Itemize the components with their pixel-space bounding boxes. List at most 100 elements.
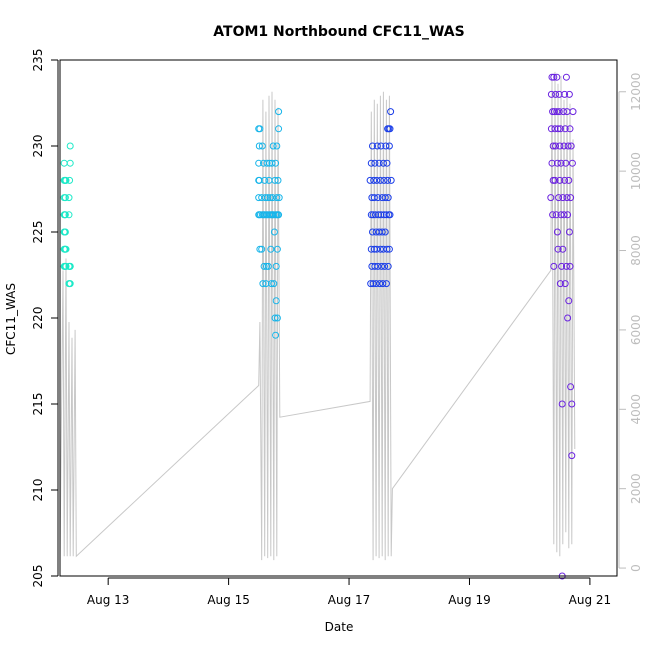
right-axis: 0 2000 4000 6000 8000 10000 12000: [618, 73, 643, 572]
data-point-series-4: [560, 142, 568, 150]
data-point-series-4: [567, 383, 575, 391]
data-point-series-4: [555, 90, 563, 98]
data-point-series-4: [564, 314, 572, 322]
data-point-series-4: [561, 90, 569, 98]
x-tick-label: Aug 21: [569, 593, 612, 607]
data-point-series-4: [563, 194, 571, 202]
data-point-series-2: [259, 280, 267, 288]
data-point-series-1: [60, 159, 68, 167]
y-tick-label: 210: [31, 479, 45, 502]
data-point-series-3: [386, 125, 394, 133]
data-point-series-3: [381, 262, 389, 270]
data-point-series-3: [380, 176, 388, 184]
x-tick-label: Aug 13: [87, 593, 130, 607]
data-point-series-2: [264, 194, 272, 202]
y-tick-label: 220: [31, 307, 45, 330]
data-point-series-3: [383, 245, 391, 253]
right-axis-tick-label: 10000: [629, 152, 643, 190]
data-point-series-3: [379, 159, 387, 167]
y-tick-label: 235: [31, 49, 45, 72]
x-axis: Aug 13 Aug 15 Aug 17 Aug 19 Aug 21: [87, 577, 612, 607]
data-point-series-3: [370, 194, 378, 202]
data-point-series-4: [556, 125, 564, 133]
data-point-series-3: [371, 262, 379, 270]
data-point-series-3: [366, 176, 374, 184]
data-point-series-4: [554, 245, 562, 253]
chart-title: ATOM1 Northbound CFC11_WAS: [213, 24, 464, 40]
data-point-series-4: [559, 108, 567, 116]
data-point-series-4: [556, 142, 564, 150]
data-point-series-4: [553, 108, 561, 116]
data-point-series-2: [255, 159, 263, 167]
data-point-series-4: [558, 262, 566, 270]
data-point-series-3: [384, 176, 392, 184]
data-point-series-3: [383, 159, 391, 167]
data-point-series-1: [61, 228, 69, 236]
data-point-series-2: [263, 159, 271, 167]
data-point-series-4: [549, 142, 557, 150]
data-point-series-2: [271, 314, 279, 322]
right-axis-tick-label: 4000: [629, 394, 643, 425]
data-point-series-4: [549, 211, 557, 219]
data-point-series-2: [258, 245, 266, 253]
data-point-series-4: [561, 125, 569, 133]
data-point-series-4: [557, 211, 565, 219]
y-tick-label: 215: [31, 393, 45, 416]
data-point-series-3: [370, 176, 378, 184]
data-point-series-3: [373, 245, 381, 253]
data-point-series-4: [552, 90, 560, 98]
data-point-series-1: [65, 211, 73, 219]
data-point-series-3: [384, 262, 392, 270]
data-point-series-2: [275, 125, 283, 133]
points-layer: [60, 73, 577, 580]
data-point-series-3: [367, 245, 375, 253]
data-point-series-2: [261, 176, 269, 184]
data-point-series-2: [266, 194, 274, 202]
data-point-series-1: [62, 262, 70, 270]
data-point-series-2: [275, 194, 283, 202]
data-point-series-3: [375, 159, 383, 167]
data-point-series-2: [272, 331, 280, 339]
data-point-series-3: [376, 280, 384, 288]
data-point-series-3: [385, 245, 393, 253]
data-point-series-4: [565, 297, 573, 305]
data-point-series-3: [384, 194, 392, 202]
data-point-series-3: [367, 280, 375, 288]
data-point-series-4: [552, 211, 560, 219]
data-point-series-4: [548, 159, 556, 167]
data-point-series-2: [273, 314, 281, 322]
data-point-series-2: [273, 194, 281, 202]
data-point-series-4: [567, 142, 575, 150]
data-point-series-1: [66, 159, 74, 167]
data-point-series-3: [367, 159, 375, 167]
data-point-series-2: [269, 142, 277, 150]
data-point-series-2: [260, 262, 268, 270]
data-point-series-3: [376, 176, 384, 184]
data-point-series-3: [376, 245, 384, 253]
data-point-series-2: [255, 194, 263, 202]
data-point-series-4: [569, 108, 577, 116]
data-point-series-2: [264, 262, 272, 270]
data-point-series-4: [556, 280, 564, 288]
data-point-series-1: [62, 245, 70, 253]
data-point-series-1: [61, 211, 69, 219]
data-point-series-4: [565, 90, 573, 98]
data-point-series-1: [61, 194, 69, 202]
data-point-series-4: [550, 262, 558, 270]
data-point-series-3: [373, 142, 381, 150]
data-point-series-4: [566, 262, 574, 270]
data-point-series-4: [555, 108, 563, 116]
data-point-series-4: [553, 159, 561, 167]
data-point-series-2: [256, 125, 264, 133]
data-point-series-3: [386, 211, 394, 219]
data-point-series-3: [371, 159, 379, 167]
data-point-series-2: [261, 194, 269, 202]
data-point-series-3: [378, 228, 386, 236]
x-axis-label: Date: [325, 620, 354, 634]
y-tick-label: 225: [31, 221, 45, 244]
data-point-series-2: [271, 176, 279, 184]
right-axis-tick-label: 2000: [629, 473, 643, 504]
y-tick-label: 230: [31, 135, 45, 158]
data-point-series-4: [550, 73, 558, 81]
altitude-layer: [59, 71, 576, 561]
